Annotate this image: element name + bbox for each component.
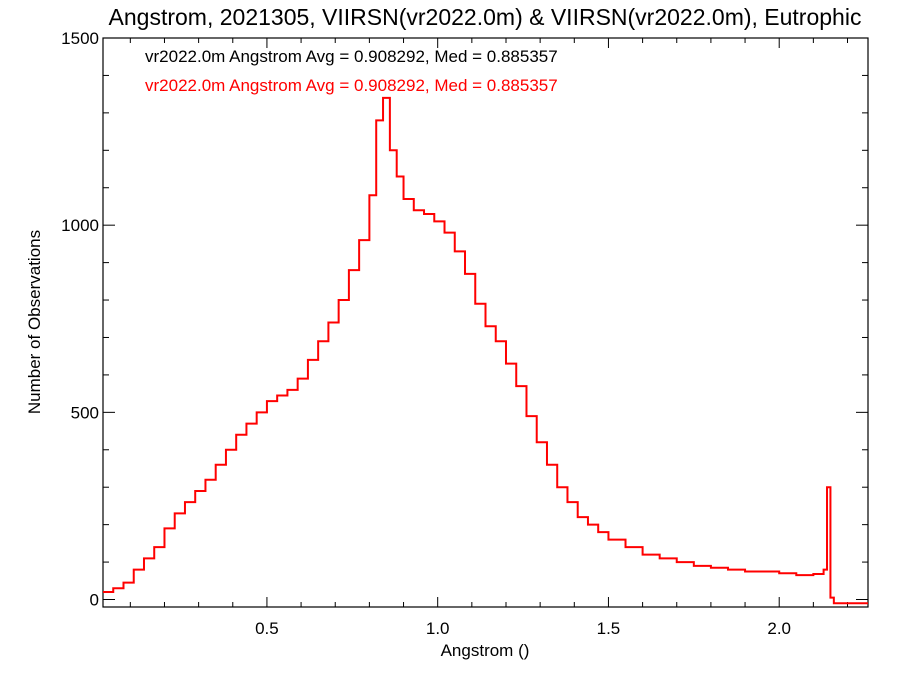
annotation-black: vr2022.0m Angstrom Avg = 0.908292, Med =… xyxy=(145,47,558,66)
x-tick-label: 0.5 xyxy=(255,619,279,638)
chart-title: Angstrom, 2021305, VIIRSN(vr2022.0m) & V… xyxy=(109,4,862,30)
x-tick-label: 2.0 xyxy=(767,619,791,638)
x-tick-label: 1.5 xyxy=(597,619,621,638)
y-tick-label: 1500 xyxy=(61,29,99,48)
plot-frame xyxy=(102,37,869,608)
x-axis-ticks: 0.5 1.0 1.5 2.0 xyxy=(129,38,849,638)
annotation-red: vr2022.0m Angstrom Avg = 0.908292, Med =… xyxy=(145,76,558,95)
x-tick-label: 1.0 xyxy=(426,619,450,638)
histogram-series-line xyxy=(103,96,868,605)
y-axis-label: Number of Observations xyxy=(25,230,44,414)
x-axis-label: Angstrom () xyxy=(441,641,530,660)
y-tick-label: 0 xyxy=(90,591,99,610)
y-tick-label: 1000 xyxy=(61,216,99,235)
y-axis-ticks: 0 500 1000 1500 xyxy=(61,29,868,610)
y-tick-label: 500 xyxy=(71,403,99,422)
